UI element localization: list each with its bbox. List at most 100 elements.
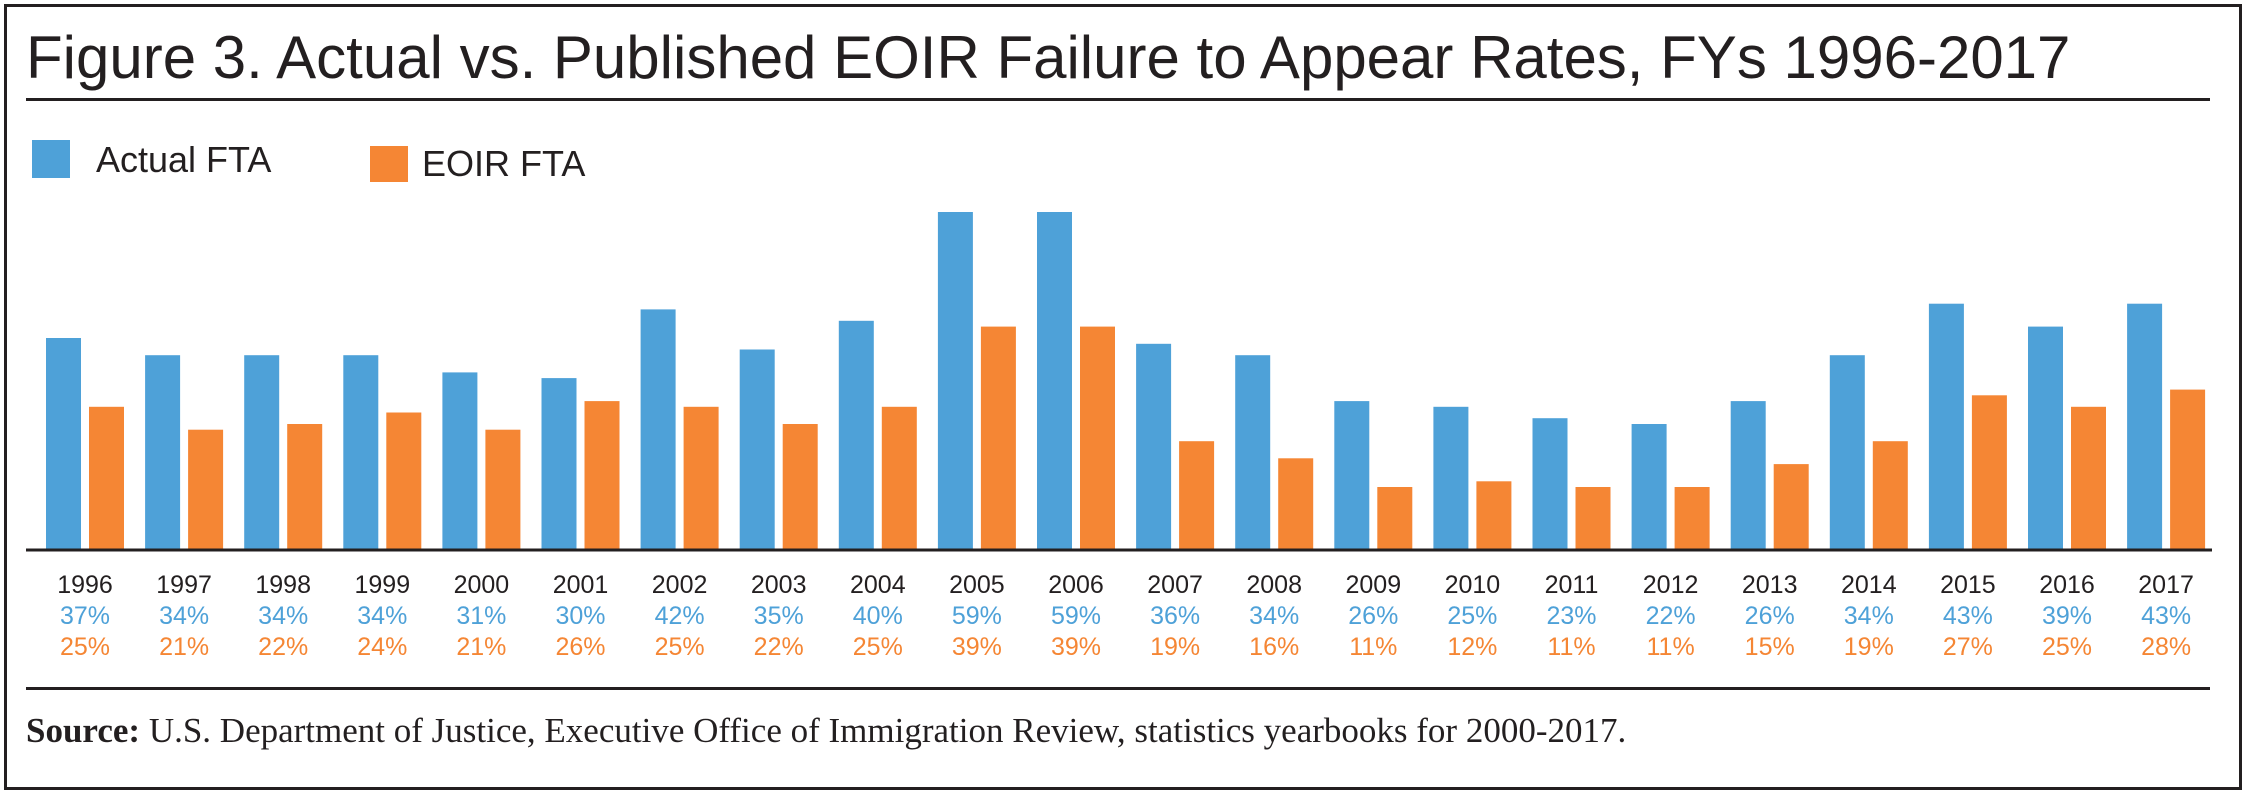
bar-actual-2004 — [838, 320, 874, 550]
source-note: Source: U.S. Department of Justice, Exec… — [26, 708, 1626, 754]
tick-label-2009: 2009 — [1345, 571, 1401, 599]
value-label-actual-2017: 43% — [2141, 602, 2191, 630]
bar-eoir-2006 — [1080, 326, 1115, 550]
bar-eoir-2007 — [1179, 441, 1215, 550]
bar-eoir-2000 — [485, 429, 521, 550]
tick-label-2008: 2008 — [1246, 571, 1302, 599]
bar-eoir-1996 — [89, 406, 124, 550]
bar-eoir-2014 — [1872, 441, 1908, 550]
tick-label-2014: 2014 — [1841, 571, 1897, 599]
value-label-actual-2010: 25% — [1447, 602, 1497, 630]
tick-label-1998: 1998 — [255, 571, 311, 599]
bar-actual-2014 — [1829, 355, 1865, 550]
bar-actual-2002 — [640, 309, 676, 550]
bars — [46, 212, 2206, 550]
value-label-actual-2005: 59% — [952, 602, 1002, 630]
value-label-actual-2006: 59% — [1051, 602, 1101, 630]
tick-label-2011: 2011 — [1545, 571, 1599, 599]
value-label-eoir-2000: 21% — [456, 633, 506, 661]
value-label-actual-2015: 43% — [1943, 602, 1993, 630]
bar-eoir-2016 — [2071, 406, 2106, 550]
bar-eoir-2011 — [1575, 487, 1611, 550]
value-label-eoir-2014: 19% — [1844, 633, 1894, 661]
value-label-actual-1997: 34% — [159, 602, 209, 630]
bar-eoir-2001 — [584, 401, 620, 550]
value-label-actual-2004: 40% — [853, 602, 903, 630]
bar-actual-1996 — [46, 338, 81, 550]
bar-eoir-2009 — [1377, 487, 1413, 550]
bar-actual-2003 — [739, 349, 775, 550]
chart-title: Figure 3. Actual vs. Published EOIR Fail… — [26, 24, 2071, 91]
value-label-actual-1999: 34% — [357, 602, 407, 630]
bar-actual-2011 — [1532, 418, 1568, 550]
value-label-eoir-2005: 39% — [952, 633, 1002, 661]
legend-swatch-eoir — [370, 146, 408, 182]
value-label-eoir-2015: 27% — [1943, 633, 1993, 661]
tick-label-2012: 2012 — [1643, 571, 1699, 599]
value-label-eoir-1998: 22% — [258, 633, 308, 661]
value-label-actual-1998: 34% — [258, 602, 308, 630]
value-label-eoir-2001: 26% — [555, 633, 605, 661]
bar-eoir-2005 — [980, 326, 1016, 550]
tick-label-2006: 2006 — [1048, 571, 1104, 599]
tick-label-2001: 2001 — [553, 571, 609, 599]
value-label-actual-2014: 34% — [1844, 602, 1894, 630]
tick-label-1997: 1997 — [156, 571, 212, 599]
legend-swatch-actual — [32, 140, 70, 178]
value-label-actual-2016: 39% — [2042, 602, 2092, 630]
tick-label-2004: 2004 — [850, 571, 906, 599]
bar-eoir-2008 — [1278, 458, 1314, 550]
value-label-actual-2000: 31% — [456, 602, 506, 630]
value-label-actual-1996: 37% — [60, 602, 110, 630]
bar-actual-1998 — [244, 355, 280, 550]
source-text: U.S. Department of Justice, Executive Of… — [140, 711, 1627, 750]
bar-eoir-2017 — [2170, 389, 2206, 550]
tick-label-2002: 2002 — [652, 571, 708, 599]
bar-eoir-2004 — [881, 406, 917, 550]
value-label-eoir-2013: 15% — [1745, 633, 1795, 661]
bar-actual-2013 — [1730, 401, 1766, 550]
legend-label-actual: Actual FTA — [96, 139, 271, 180]
value-label-eoir-2017: 28% — [2141, 633, 2191, 661]
bar-actual-2015 — [1928, 303, 1964, 550]
value-label-eoir-2010: 12% — [1447, 633, 1497, 661]
value-label-actual-2013: 26% — [1745, 602, 1795, 630]
bar-actual-2000 — [442, 372, 478, 550]
bar-actual-2012 — [1631, 424, 1667, 550]
value-label-actual-2002: 42% — [655, 602, 705, 630]
value-label-eoir-2012: 11% — [1647, 633, 1695, 661]
tick-label-1996: 1996 — [57, 571, 113, 599]
bar-chart: Actual FTA EOIR FTA 1996 37% 25% 1997 34% 21%… — [26, 139, 2212, 661]
value-label-eoir-1999: 24% — [357, 633, 407, 661]
bar-actual-2005 — [937, 212, 973, 550]
bar-actual-2010 — [1433, 406, 1469, 550]
bar-actual-2009 — [1334, 401, 1370, 550]
value-label-eoir-2007: 19% — [1150, 633, 1200, 661]
bar-actual-2017 — [2127, 303, 2163, 550]
value-label-eoir-1996: 25% — [60, 633, 110, 661]
value-label-actual-2008: 34% — [1249, 602, 1299, 630]
tick-label-2015: 2015 — [1940, 571, 1996, 599]
bar-eoir-2015 — [1971, 395, 2007, 550]
value-label-actual-2012: 22% — [1646, 602, 1696, 630]
tick-label-2007: 2007 — [1147, 571, 1203, 599]
bar-eoir-2002 — [683, 406, 719, 550]
value-label-eoir-2011: 11% — [1547, 633, 1595, 661]
tick-label-2013: 2013 — [1742, 571, 1798, 599]
tick-label-2017: 2017 — [2138, 571, 2194, 599]
bar-eoir-2010 — [1476, 481, 1512, 550]
bar-eoir-1997 — [188, 429, 224, 550]
value-label-eoir-2004: 25% — [853, 633, 903, 661]
bar-actual-2016 — [2028, 326, 2063, 550]
tick-label-2000: 2000 — [454, 571, 510, 599]
legend: Actual FTA EOIR FTA — [32, 139, 585, 184]
tick-label-2003: 2003 — [751, 571, 807, 599]
bar-eoir-2003 — [782, 424, 818, 550]
value-label-eoir-2003: 22% — [754, 633, 804, 661]
bar-eoir-2013 — [1773, 464, 1809, 550]
bar-actual-1999 — [343, 355, 379, 550]
value-label-eoir-2006: 39% — [1051, 633, 1101, 661]
value-label-eoir-2008: 16% — [1249, 633, 1299, 661]
title-rule — [26, 98, 2210, 101]
bar-eoir-1999 — [386, 412, 422, 550]
